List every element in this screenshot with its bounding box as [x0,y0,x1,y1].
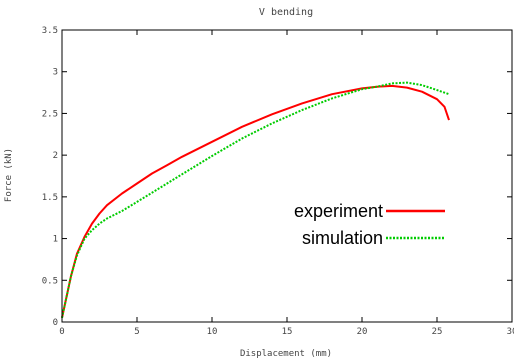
x-tick-label: 30 [507,327,514,337]
y-tick-label: 3 [53,68,58,78]
chart-title: V bending [259,7,313,18]
y-tick-label: 3.5 [42,26,58,36]
x-tick-label: 20 [357,327,368,337]
series-line-simulation [61,81,450,319]
x-tick-label: 0 [59,327,64,337]
legend: experiment simulation [294,201,445,248]
y-axis-label: Force (kN) [4,148,14,202]
y-tick-label: 1 [53,235,58,245]
legend-label-experiment: experiment [294,201,383,221]
x-tick-label: 5 [134,327,139,337]
series-line-experiment [61,84,450,319]
y-tick-label: 0.5 [42,276,58,286]
series-group [61,81,450,319]
x-tick-label: 25 [432,327,443,337]
y-tick-label: 0 [53,318,58,328]
x-tick-label: 10 [207,327,218,337]
y-tick-label: 2.5 [42,109,58,119]
y-tick-label: 2 [53,151,58,161]
legend-label-simulation: simulation [302,228,383,248]
x-axis-label: Displacement (mm) [240,349,332,358]
x-tick-label: 15 [282,327,293,337]
axis-ticks: 0 5 10 15 20 25 30 0 0.5 1 1.5 2 2.5 3 3.5 [42,26,514,337]
y-tick-label: 1.5 [42,193,58,203]
plot-frame [61,29,513,323]
